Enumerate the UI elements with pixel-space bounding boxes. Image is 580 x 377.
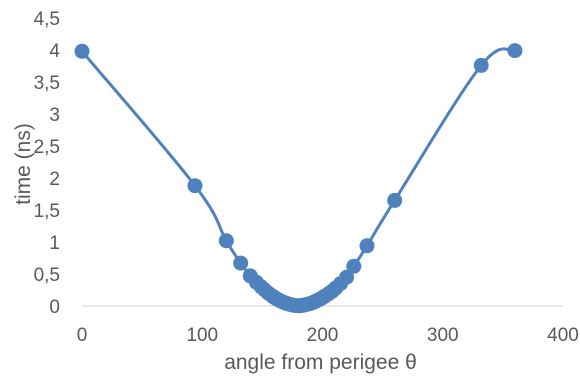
data-point — [473, 57, 489, 73]
data-point — [359, 238, 375, 254]
y-tick-label: 1,5 — [34, 201, 60, 222]
y-tick-label: 2,5 — [34, 137, 60, 158]
x-tick-label: 200 — [307, 325, 339, 346]
y-tick-label: 0,5 — [34, 265, 60, 286]
y-tick-label: 3 — [49, 105, 60, 126]
y-tick-label: 4 — [49, 41, 60, 62]
data-point — [346, 258, 362, 274]
x-tick-labels: 0 100 200 300 400 — [77, 325, 579, 346]
data-point — [187, 178, 203, 194]
y-tick-label: 4,5 — [34, 9, 60, 30]
data-point — [218, 233, 234, 249]
y-tick-labels: 0 0,5 1 1,5 2 2,5 3 3,5 4 4,5 — [34, 9, 61, 318]
y-axis-title: time (ns) — [12, 123, 35, 205]
data-point — [233, 255, 249, 271]
x-tick-label: 100 — [186, 325, 218, 346]
series-points — [74, 43, 523, 314]
data-point — [507, 43, 523, 59]
x-tick-label: 400 — [547, 325, 579, 346]
data-point — [74, 43, 90, 59]
y-tick-label: 2 — [49, 169, 60, 190]
data-point — [339, 269, 355, 285]
series-line — [80, 47, 517, 308]
x-tick-label: 0 — [77, 325, 88, 346]
x-axis-title: angle from perigee θ — [224, 351, 417, 374]
x-tick-label: 300 — [427, 325, 459, 346]
data-point — [387, 192, 403, 208]
y-tick-label: 1 — [49, 233, 60, 254]
y-tick-label: 0 — [49, 297, 60, 318]
y-tick-label: 3,5 — [34, 73, 60, 94]
